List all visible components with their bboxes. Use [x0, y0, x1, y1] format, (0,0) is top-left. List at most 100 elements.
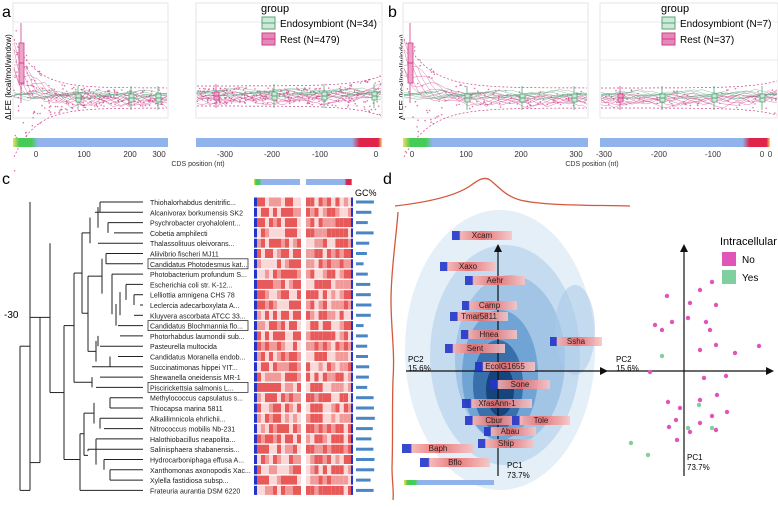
species-row: Pasteurella multocida — [150, 341, 368, 351]
heatmap-cell — [310, 341, 315, 351]
panel-d: d PC2 15.6% PC1 73.7% Xcam Xaxo Aehr Camp Tm… — [383, 171, 777, 501]
outlier-dot — [353, 90, 356, 92]
species-name: Methylococcus capsulatus s... — [150, 396, 243, 403]
window-trace — [600, 90, 778, 106]
panel-c: c -30 GC% Thiohalorhabdus denitrific... A… — [2, 171, 377, 495]
heatmap-cell — [348, 362, 353, 372]
outlier-dot — [128, 104, 131, 106]
gc-bar — [356, 231, 374, 235]
heatmap-cell — [343, 455, 348, 464]
heatmap-cell — [289, 444, 293, 454]
outlier-dot — [428, 109, 431, 112]
heatmap-cell — [269, 249, 273, 258]
label-bar — [462, 399, 532, 408]
heatmap-cell — [306, 475, 311, 485]
outlier-dot — [206, 99, 209, 102]
heatmap-cell — [257, 197, 261, 207]
heatmap-cell — [348, 475, 353, 485]
species-row: Methylococcus capsulatus s... — [150, 393, 374, 403]
heatmap-cell — [331, 424, 336, 434]
heatmap-cell — [310, 393, 315, 403]
heatmap-cell — [281, 259, 285, 269]
heatmap-cell — [293, 424, 297, 434]
scatter-point-no — [652, 322, 658, 328]
panel-c-strip-left — [254, 179, 300, 185]
heatmap-cell — [327, 290, 332, 300]
heatmap-cell — [306, 279, 311, 289]
heatmap-cell — [348, 372, 353, 382]
heatmap-cell — [310, 465, 315, 475]
outlier-dot — [404, 150, 407, 153]
heatmap-cell — [277, 403, 281, 413]
heatmap-cell — [281, 393, 285, 403]
heatmap-cell — [306, 455, 311, 464]
heatmap-start-cell — [254, 207, 257, 217]
outlier-dot — [364, 101, 367, 103]
panel-b-right-region-strip — [600, 138, 770, 147]
outlier-dot — [38, 71, 41, 73]
heatmap-cell — [327, 341, 332, 351]
heatmap-cell — [339, 382, 344, 392]
heatmap-cell — [335, 228, 340, 238]
heatmap-cell — [257, 465, 261, 475]
species-row: Thiohalorhabdus denitrific... — [150, 197, 374, 207]
outlier-dot — [359, 82, 362, 84]
heatmap-cell — [285, 238, 289, 248]
heatmap-start-cell — [254, 393, 257, 403]
heatmap-start-cell — [254, 424, 257, 434]
outlier-dot — [21, 83, 23, 85]
gc-bar — [356, 334, 368, 338]
outlier-dot — [30, 78, 33, 81]
heatmap-cell — [277, 444, 281, 454]
heatmap-cell — [343, 238, 348, 248]
heatmap-cell — [318, 362, 323, 372]
heatmap-end-cell — [351, 393, 353, 403]
biplot-label-cbur: Cbur — [465, 416, 523, 425]
heatmap-cell — [269, 321, 273, 331]
heatmap-cell — [273, 341, 277, 351]
heatmap-cell — [310, 300, 315, 310]
heatmap-cell — [289, 413, 293, 423]
heatmap-cell — [343, 341, 348, 351]
heatmap-cell — [348, 403, 353, 413]
species-name: Photobacterium profundum S... — [150, 272, 247, 279]
outlier-dot — [100, 104, 102, 106]
heatmap-cell — [289, 279, 293, 289]
outlier-dot — [738, 104, 741, 106]
heatmap-cell — [348, 259, 353, 269]
heatmap-cell — [306, 310, 311, 320]
heatmap-cell — [348, 434, 353, 444]
outlier-dot — [88, 89, 90, 92]
legend-swatch — [722, 270, 736, 284]
heatmap-cell — [339, 444, 344, 454]
heatmap-cell — [327, 413, 332, 423]
outlier-dot — [727, 89, 729, 91]
heatmap-cell — [327, 238, 332, 248]
biplot-label-sone: Sone — [490, 380, 550, 389]
outlier-dot — [110, 95, 112, 98]
heatmap-cell — [339, 321, 344, 331]
heatmap-cell — [297, 218, 301, 228]
outlier-dot — [198, 87, 201, 90]
heatmap-cell — [277, 362, 281, 372]
outlier-dot — [438, 100, 440, 103]
heatmap-cell — [257, 393, 261, 403]
heatmap-cell — [297, 434, 301, 444]
outlier-dot — [44, 107, 46, 109]
heatmap-cell — [277, 290, 281, 300]
outlier-dot — [26, 80, 29, 83]
heatmap-cell — [261, 382, 265, 392]
heatmap-cell — [277, 218, 281, 228]
species-name: Lelliottia amnigena CHS 78 — [150, 293, 235, 300]
heatmap-cell — [281, 434, 285, 444]
gc-bar — [356, 488, 374, 492]
outlier-dot — [113, 95, 115, 97]
outlier-dot — [413, 46, 416, 48]
heatmap-cell — [318, 279, 323, 289]
outlier-dot — [58, 111, 60, 114]
outlier-dot — [64, 108, 67, 110]
heatmap-cell — [322, 362, 327, 372]
gc-bar — [356, 365, 370, 369]
gc-bar — [356, 447, 374, 451]
heatmap-cell — [339, 238, 344, 248]
